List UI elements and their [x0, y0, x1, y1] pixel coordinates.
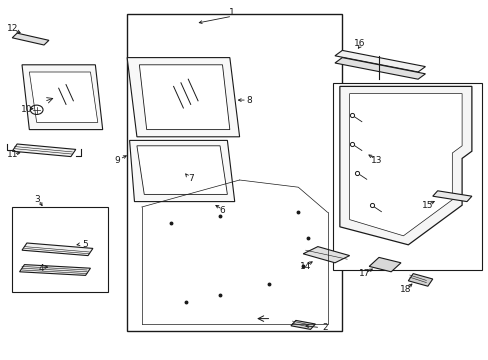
Polygon shape [407, 274, 432, 286]
Text: 16: 16 [353, 39, 365, 48]
Polygon shape [132, 173, 337, 331]
Polygon shape [127, 58, 239, 137]
Polygon shape [368, 257, 400, 272]
Polygon shape [20, 265, 90, 275]
Text: 1: 1 [229, 8, 235, 17]
Text: 6: 6 [219, 206, 225, 215]
Text: 2: 2 [322, 323, 327, 332]
Polygon shape [22, 243, 93, 256]
Polygon shape [339, 86, 471, 245]
Polygon shape [137, 146, 227, 194]
Polygon shape [349, 94, 461, 236]
Polygon shape [22, 65, 102, 130]
Polygon shape [129, 140, 234, 202]
Text: 7: 7 [187, 174, 193, 183]
Text: 10: 10 [21, 105, 33, 114]
Polygon shape [12, 33, 49, 45]
Text: 15: 15 [421, 201, 433, 210]
Text: 8: 8 [246, 96, 252, 105]
Bar [332, 83, 481, 270]
Polygon shape [290, 320, 315, 329]
Text: 11: 11 [6, 150, 18, 159]
Polygon shape [432, 191, 471, 202]
Text: 13: 13 [370, 156, 382, 165]
Text: 14: 14 [299, 262, 311, 271]
Polygon shape [139, 65, 229, 130]
Polygon shape [303, 247, 349, 263]
Polygon shape [334, 58, 425, 79]
Text: 3: 3 [34, 195, 40, 204]
Text: 17: 17 [358, 269, 369, 278]
Polygon shape [12, 144, 76, 157]
Text: 5: 5 [82, 240, 88, 249]
Polygon shape [29, 72, 98, 122]
Text: 12: 12 [6, 24, 18, 33]
Text: 9: 9 [114, 156, 120, 165]
Bar [12, 207, 107, 292]
Bar [127, 14, 342, 331]
Text: 4: 4 [39, 264, 44, 273]
Polygon shape [334, 50, 425, 72]
Text: 18: 18 [399, 285, 411, 294]
